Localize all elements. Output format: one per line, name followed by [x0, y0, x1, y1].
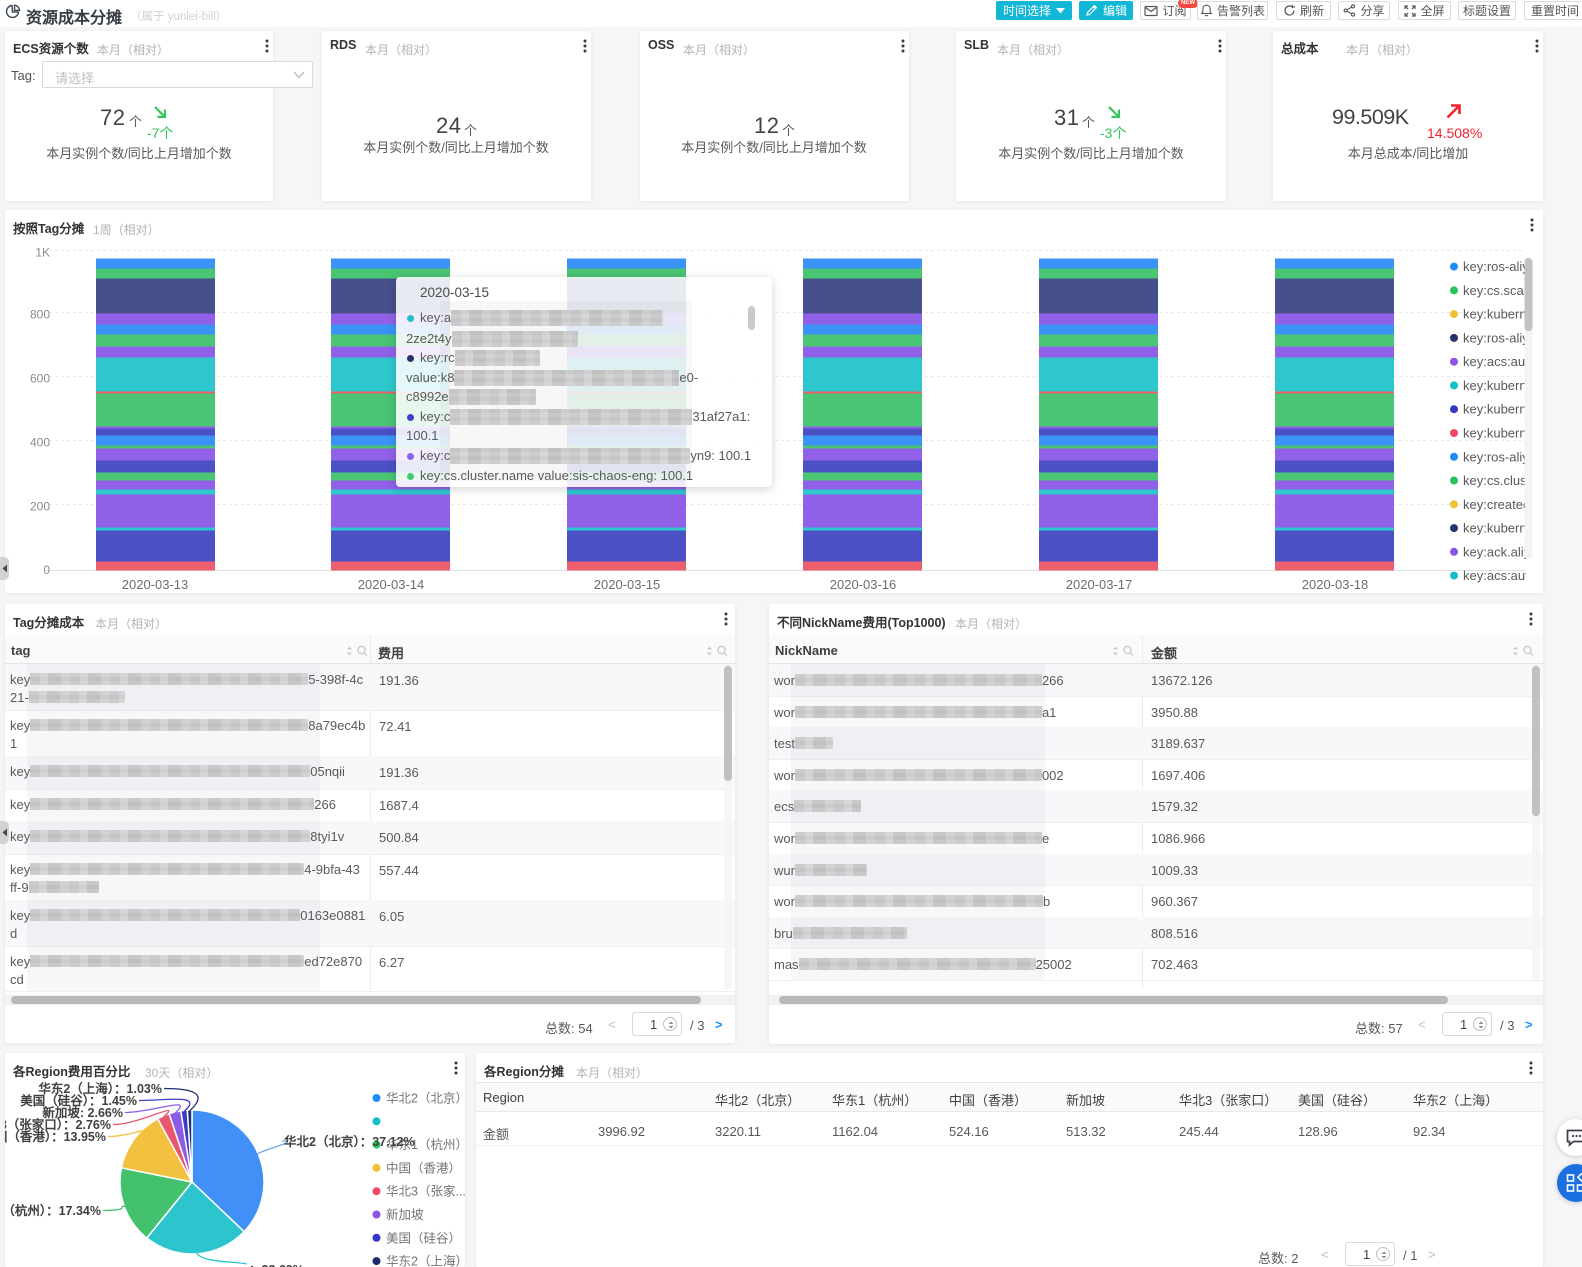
svg-text:2020-03-17: 2020-03-17: [1066, 577, 1133, 592]
svg-text:2020-03-13: 2020-03-13: [122, 577, 189, 592]
svg-text:key:kubern: key:kubern: [1463, 378, 1527, 393]
svg-text:新加坡: 2.66%: 新加坡: 2.66%: [42, 1105, 123, 1120]
svg-text:key:ros-aliy: key:ros-aliy: [1463, 449, 1529, 464]
svg-text:key:acs:aut: key:acs:aut: [1463, 354, 1529, 369]
svg-text:华东1（杭州）: 华东1（杭州）: [386, 1137, 465, 1152]
svg-text:东1（杭州）：17.34%: 东1（杭州）：17.34%: [5, 1203, 101, 1218]
svg-text:华北2（北京）：37.12%: 华北2（北京）：37.12%: [284, 1134, 415, 1149]
svg-text:key:kubern: key:kubern: [1463, 307, 1527, 322]
svg-text:key:created: key:created: [1463, 497, 1530, 512]
svg-text:key:kubern: key:kubern: [1463, 521, 1527, 536]
svg-text:华北2（北京）: 华北2（北京）: [386, 1091, 465, 1106]
svg-text:600: 600: [30, 372, 50, 386]
svg-text:2020-03-15: 2020-03-15: [594, 577, 661, 592]
svg-text:北3（张家口）：2.76%: 北3（张家口）：2.76%: [5, 1117, 111, 1132]
svg-text:新加坡: 新加坡: [386, 1207, 424, 1222]
svg-text:0: 0: [43, 563, 50, 577]
svg-text:国（香港）：13.95%: 国（香港）：13.95%: [5, 1129, 106, 1144]
svg-text:800: 800: [30, 308, 50, 322]
svg-text:key:ack.aliy: key:ack.aliy: [1463, 544, 1531, 559]
svg-text:key:acs:aut: key:acs:aut: [1463, 568, 1529, 583]
svg-text:200: 200: [30, 500, 50, 514]
svg-text:key:ros-aliy: key:ros-aliy: [1463, 330, 1529, 345]
svg-text:key:kubern: key:kubern: [1463, 402, 1527, 417]
svg-text:key:ros-aliy: key:ros-aliy: [1463, 259, 1529, 274]
svg-text:400: 400: [30, 436, 50, 450]
svg-text:1K: 1K: [35, 246, 50, 260]
svg-text:：23.69%: ：23.69%: [249, 1263, 304, 1267]
svg-text:华北3（张家...: 华北3（张家...: [386, 1184, 465, 1199]
svg-text:2020-03-16: 2020-03-16: [830, 577, 897, 592]
svg-text:2020-03-14: 2020-03-14: [358, 577, 425, 592]
svg-text:key:cs.scali: key:cs.scali: [1463, 283, 1530, 298]
svg-text:美国（硅谷）：1.45%: 美国（硅谷）：1.45%: [20, 1093, 137, 1108]
svg-text:华东2（上海）: 华东2（上海）: [386, 1254, 465, 1267]
svg-text:美国（硅谷）: 美国（硅谷）: [386, 1231, 461, 1245]
svg-text:中国（香港）: 中国（香港）: [386, 1160, 461, 1175]
svg-text:key:cs.clus: key:cs.clus: [1463, 473, 1527, 488]
svg-text:key:kubern: key:kubern: [1463, 426, 1527, 441]
svg-text:2020-03-18: 2020-03-18: [1302, 577, 1369, 592]
svg-text:华东2（上海）：1.03%: 华东2（上海）：1.03%: [38, 1081, 162, 1096]
